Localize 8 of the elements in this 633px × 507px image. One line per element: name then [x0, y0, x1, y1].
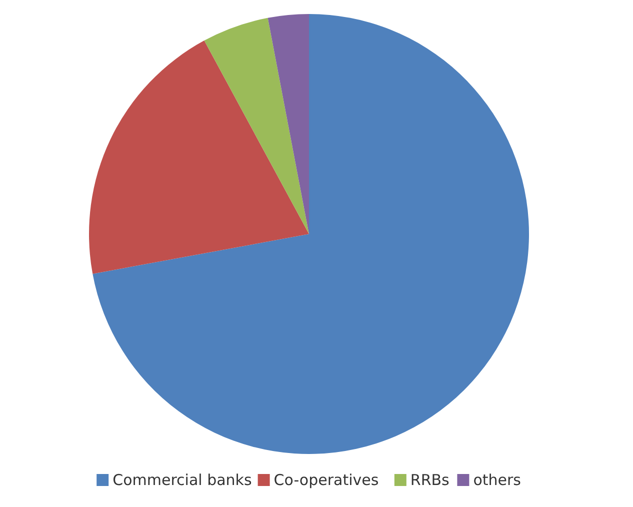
- pie-slice: [204, 18, 309, 234]
- legend-label: Co-operatives: [274, 471, 379, 489]
- pie-slice: [268, 14, 309, 234]
- legend-label: RRBs: [410, 471, 450, 489]
- pie-slice: [89, 40, 309, 274]
- legend-label: Commercial banks: [112, 471, 252, 489]
- pie-slice: [92, 14, 529, 454]
- legend-label: others: [473, 471, 522, 489]
